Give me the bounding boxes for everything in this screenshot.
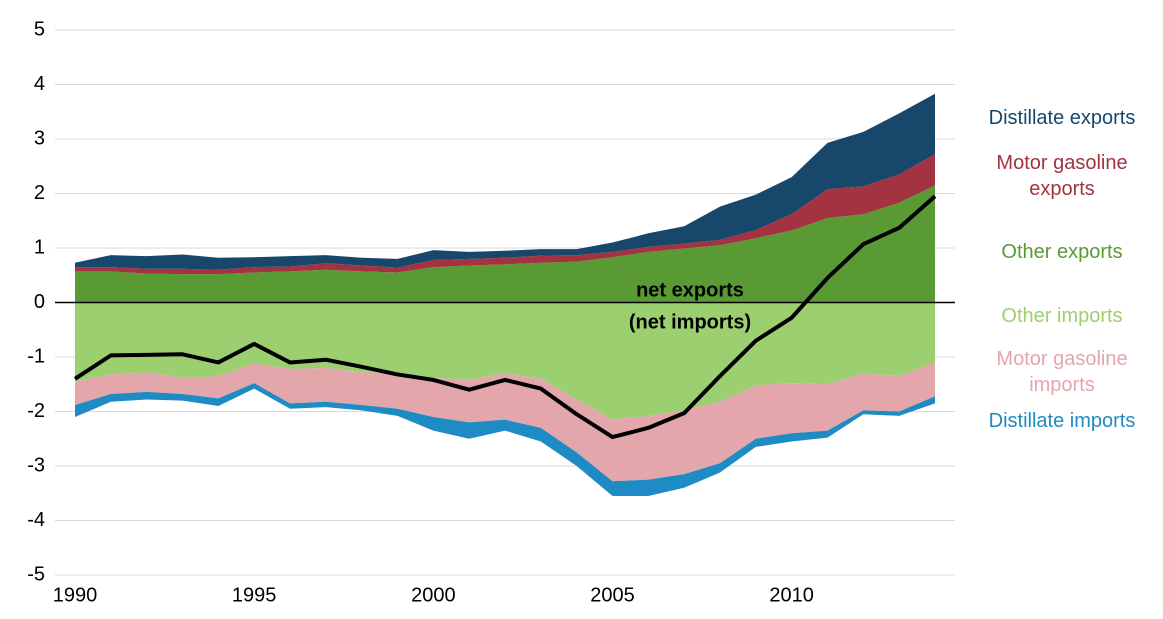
overlay: net exports (net imports) xyxy=(55,194,955,440)
net-line xyxy=(73,194,937,440)
area xyxy=(75,302,935,420)
legend-label: Other imports xyxy=(1001,305,1123,327)
annotation: net exports xyxy=(636,279,744,301)
legend-label: Motor gasoline imports xyxy=(996,348,1128,396)
area xyxy=(75,362,935,482)
y-tick-label: 0 xyxy=(34,291,45,313)
y-tick-label: 2 xyxy=(34,182,45,204)
area xyxy=(75,154,935,275)
legend-label: Distillate exports xyxy=(988,107,1136,129)
y-tick-label: 1 xyxy=(34,236,45,258)
y-tick-label: 5 xyxy=(34,18,45,40)
legend-label: Distillate imports xyxy=(988,410,1136,432)
x-tick-label: 1995 xyxy=(232,584,277,606)
x-tick-label: 2000 xyxy=(411,584,456,606)
y-tick-label: -1 xyxy=(27,345,45,367)
areas xyxy=(75,93,935,496)
y-tick-label: -4 xyxy=(27,509,45,531)
area xyxy=(75,93,935,270)
x-tick-label: 2005 xyxy=(590,584,635,606)
y-tick-label: 4 xyxy=(34,73,45,95)
y-tick-label: 3 xyxy=(34,127,45,149)
annotation: (net imports) xyxy=(629,311,751,333)
legend-label: Other exports xyxy=(1001,241,1123,263)
x-tick-label: 1990 xyxy=(53,584,98,606)
area xyxy=(75,383,935,496)
y-tick-label: -3 xyxy=(27,454,45,476)
legend-label: Motor gasoline exports xyxy=(996,152,1128,200)
y-tick-label: -2 xyxy=(27,400,45,422)
y-tick-label: -5 xyxy=(27,563,45,585)
x-tick-label: 2010 xyxy=(769,584,814,606)
area xyxy=(75,185,935,303)
